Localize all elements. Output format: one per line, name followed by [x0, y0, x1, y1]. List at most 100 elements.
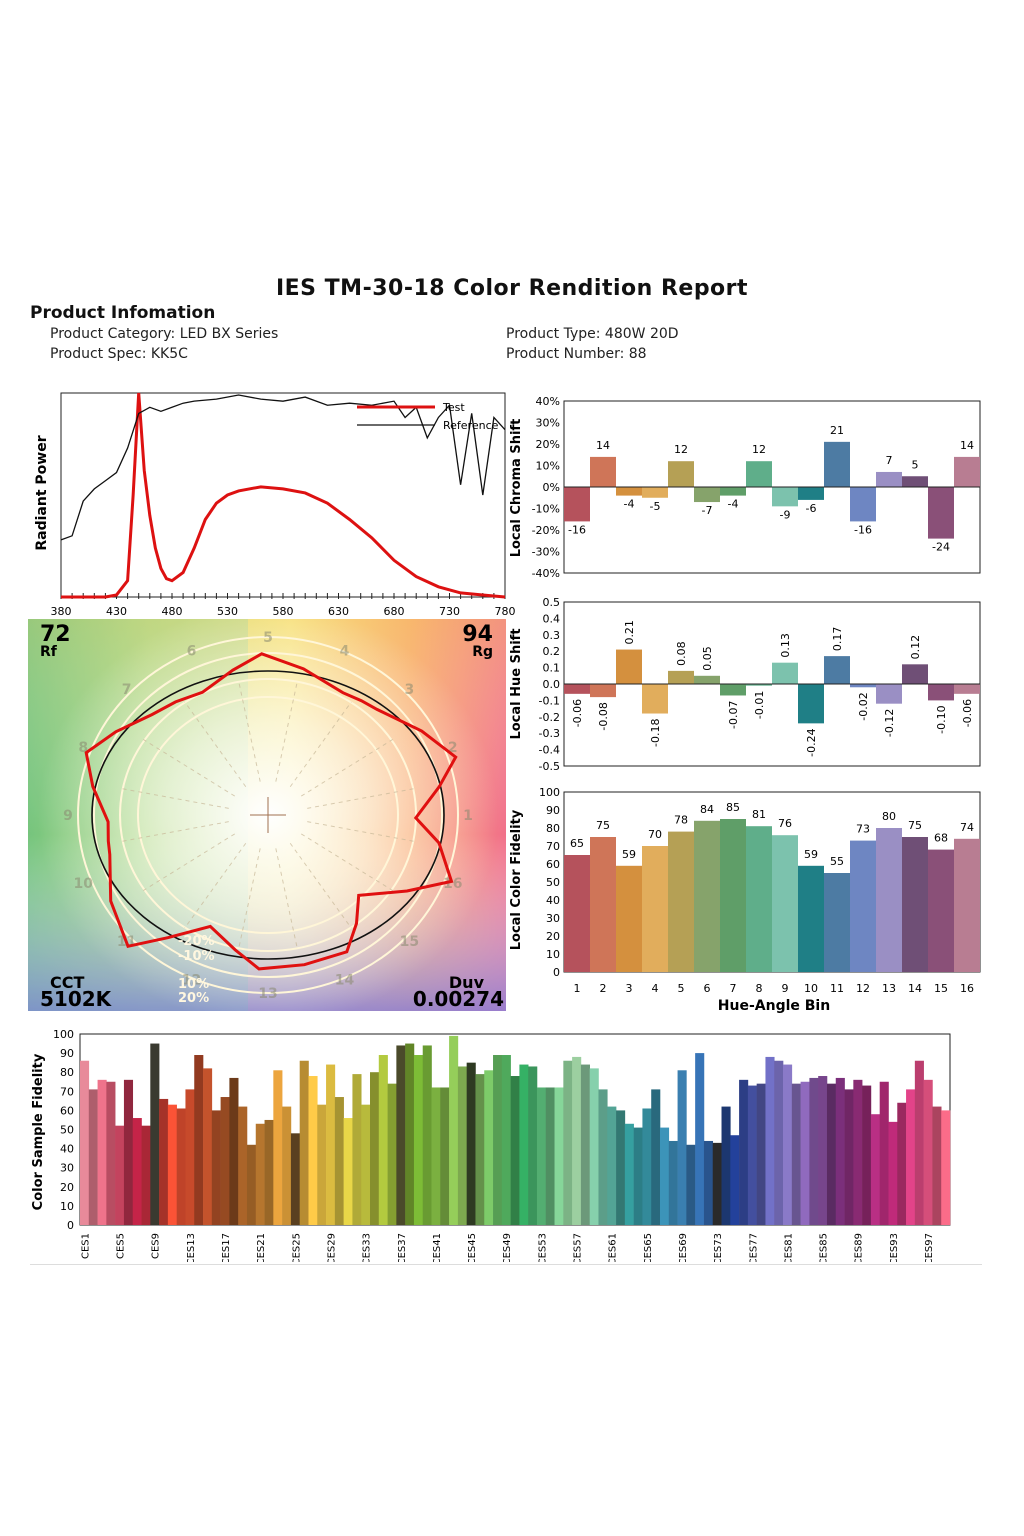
fidelity-value-label: 68	[934, 832, 948, 845]
hue-y-tick-label: -0.5	[539, 760, 560, 773]
chroma-y-tick-label: 0%	[543, 481, 560, 494]
ring-label-plus20: 20%	[178, 991, 209, 1006]
spd-x-tick-label: 530	[217, 605, 238, 616]
ces-bar	[457, 1066, 467, 1225]
ces-bar	[739, 1079, 749, 1225]
bin-divider	[238, 848, 261, 949]
ces-y-tick-label: 70	[60, 1085, 74, 1098]
reference-rings	[77, 636, 459, 994]
ces-bar	[387, 1083, 397, 1225]
fidelity-y-tick-label: 0	[553, 966, 560, 979]
ces-bar	[361, 1104, 371, 1225]
fidelity-value-label: 65	[570, 837, 584, 850]
ces-bar	[563, 1060, 573, 1225]
ces-bar	[616, 1110, 626, 1225]
hue-value-label: 0.12	[909, 635, 922, 660]
fidelity-value-label: 80	[882, 810, 896, 823]
ces-bar	[703, 1140, 714, 1225]
product-spec: Product Spec: KK5C	[50, 346, 188, 362]
chroma-bar	[694, 487, 720, 503]
bin-number-label: 3	[405, 682, 415, 698]
chroma-value-label: 21	[830, 424, 844, 437]
hue-value-label: -0.24	[805, 728, 818, 756]
ces-bar	[431, 1087, 441, 1225]
report-title: IES TM-30-18 Color Rendition Report	[275, 276, 749, 301]
hue-value-label: -0.07	[727, 700, 740, 728]
ces-y-tick-label: 60	[60, 1104, 74, 1117]
fidelity-x-tick-label: 6	[704, 982, 711, 995]
chroma-y-tick-label: -10%	[532, 503, 560, 516]
chroma-bar	[590, 456, 616, 487]
ces-bar	[449, 1035, 459, 1225]
ces-bar	[97, 1079, 107, 1225]
fidelity-x-tick-label: 10	[804, 982, 818, 995]
fidelity-bar	[616, 865, 642, 972]
bin-divider	[307, 787, 416, 809]
fidelity-bar	[928, 849, 954, 972]
ces-bar	[264, 1119, 274, 1225]
chroma-value-label: 14	[960, 439, 974, 452]
fidelity-x-tick-label: 12	[856, 982, 870, 995]
fidelity-bar	[824, 873, 850, 972]
hue-bar	[642, 684, 668, 714]
chroma-bar	[928, 487, 954, 539]
ces-bar	[132, 1118, 142, 1225]
bin-number-label: 9	[63, 808, 73, 824]
spd-x-tick-label: 630	[328, 605, 349, 616]
ces-bar	[326, 1064, 336, 1225]
ces-bar	[791, 1083, 801, 1225]
fidelity-y-tick-label: 90	[546, 804, 560, 817]
ces-bar	[141, 1125, 151, 1225]
ces-bar	[484, 1070, 494, 1225]
ces-bar	[721, 1106, 731, 1225]
bin-number-label: 7	[122, 682, 132, 698]
ces-bar	[378, 1055, 388, 1225]
ces-bar	[211, 1110, 221, 1225]
bin-number-label: 14	[335, 972, 355, 988]
fidelity-bar	[954, 838, 980, 972]
fidelity-y-tick-label: 100	[539, 786, 560, 799]
product-number: Product Number: 88	[506, 346, 647, 362]
bottom-rule	[30, 1264, 982, 1265]
ces-bar	[159, 1098, 169, 1225]
ces-bar	[572, 1056, 582, 1225]
chroma-bar	[564, 487, 590, 522]
hue-y-tick-label: -0.4	[539, 744, 560, 757]
rg-label: Rg	[472, 644, 493, 660]
ces-bar	[299, 1060, 309, 1225]
reference-ring	[137, 696, 399, 934]
hue-value-label: 0.08	[675, 641, 688, 666]
chroma-bar	[720, 487, 746, 496]
ces-y-tick-label: 90	[60, 1047, 74, 1060]
bin-divider	[184, 701, 247, 788]
bin-number-label: 8	[78, 740, 88, 756]
hue-y-tick-label: -0.3	[539, 727, 560, 740]
fidelity-value-label: 70	[648, 828, 662, 841]
fidelity-value-label: 84	[700, 803, 714, 816]
fidelity-y-tick-label: 40	[546, 894, 560, 907]
bin-divider	[275, 681, 298, 782]
hue-bar	[694, 675, 720, 684]
bin-divider	[300, 739, 393, 797]
fidelity-bar	[798, 865, 824, 972]
fidelity-value-label: 73	[856, 823, 870, 836]
ces-y-tick-label: 40	[60, 1143, 74, 1156]
chroma-value-label: 12	[752, 443, 766, 456]
hue-bar	[720, 684, 746, 696]
ces-y-tick-label: 20	[60, 1181, 74, 1194]
hue-value-label: -0.18	[649, 719, 662, 747]
bin-number-label: 4	[340, 644, 350, 660]
ces-bar	[642, 1108, 652, 1225]
ces-bar	[290, 1133, 300, 1225]
bin-divider	[289, 842, 352, 929]
hue-bar	[590, 684, 616, 698]
ces-bar	[150, 1043, 160, 1225]
ces-y-tick-label: 0	[67, 1219, 74, 1232]
ces-x-tick-label: CES17	[221, 1233, 232, 1262]
bin-number-label: 16	[443, 876, 462, 892]
fidelity-y-tick-label: 80	[546, 822, 560, 835]
ces-x-tick-label: CES61	[608, 1233, 619, 1262]
bin-number-label: 6	[187, 644, 197, 660]
